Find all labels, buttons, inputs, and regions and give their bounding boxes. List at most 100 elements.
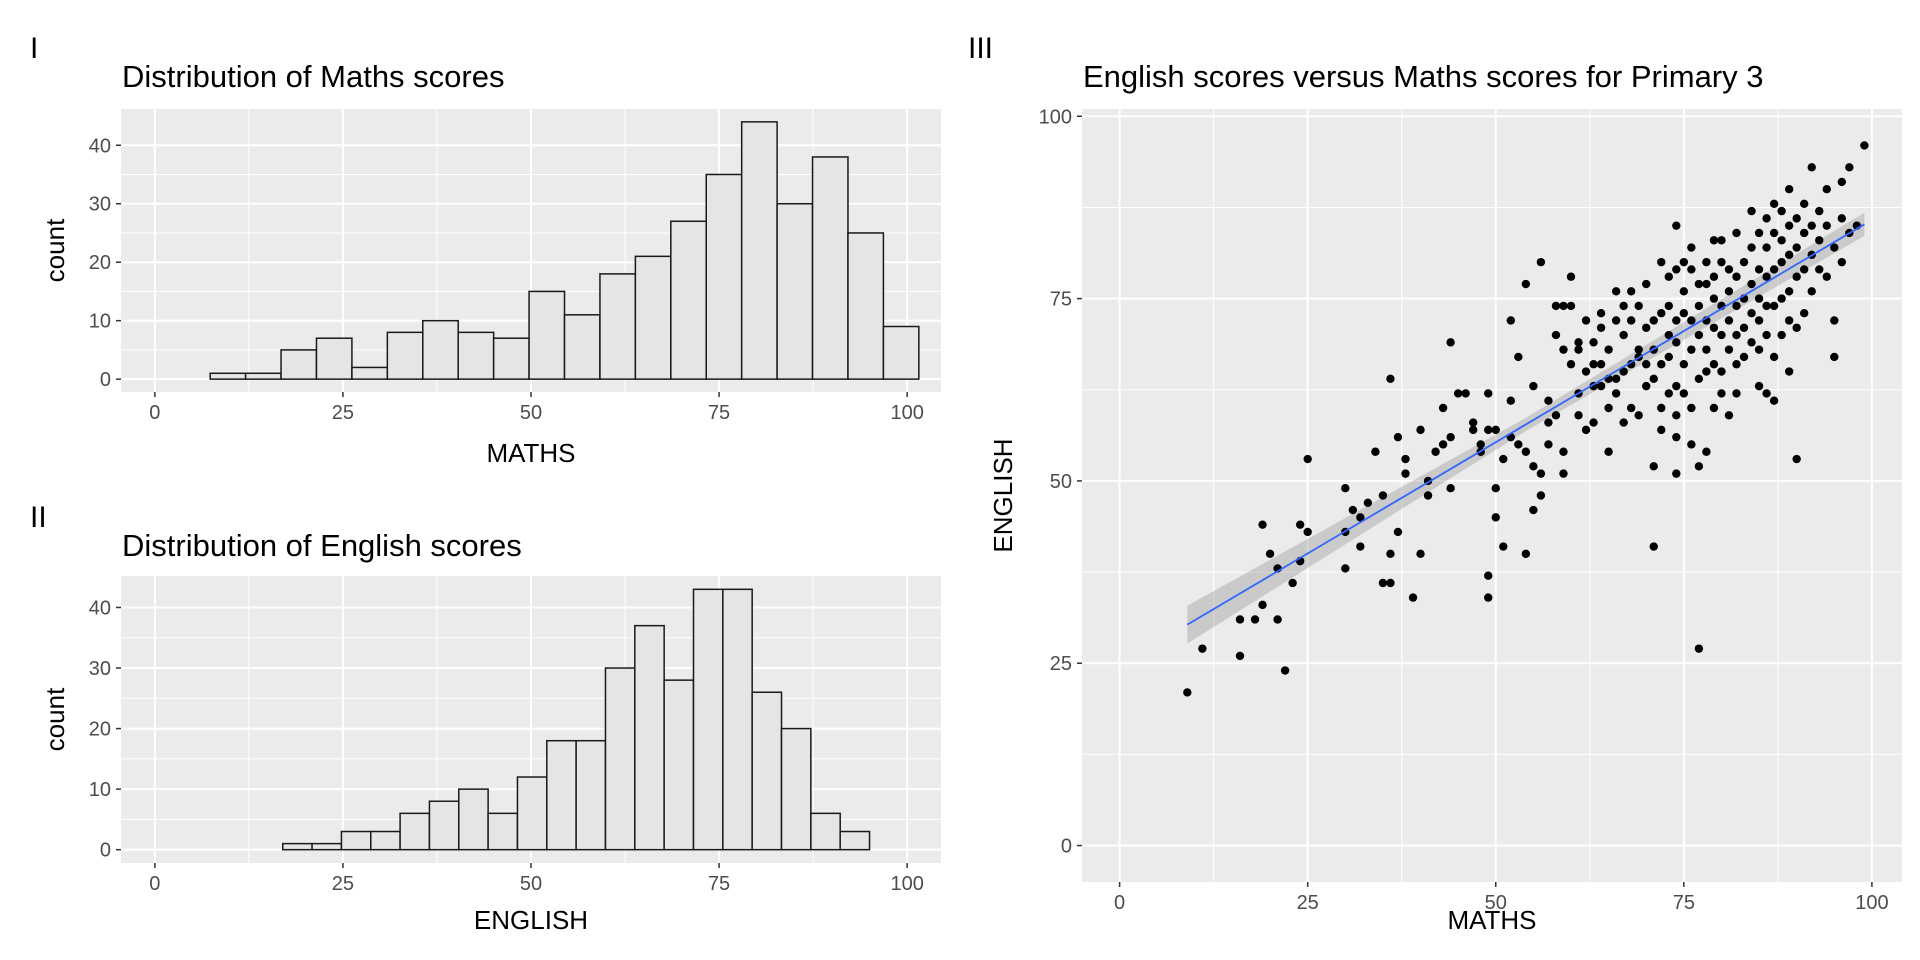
scatter-point	[1642, 323, 1651, 332]
scatter-point	[1747, 206, 1756, 216]
scatter-point	[1694, 279, 1704, 289]
scatter-point	[1717, 236, 1726, 245]
scatter-point	[1626, 403, 1636, 413]
scatter-point	[1393, 432, 1403, 442]
scatter-point	[1446, 432, 1455, 442]
scatter-point	[1792, 243, 1801, 252]
scatter-point	[1702, 279, 1711, 289]
histogram-bar	[315, 337, 353, 380]
scatter-point	[1521, 549, 1531, 559]
histogram-bar	[604, 667, 636, 851]
scatter-point	[1747, 308, 1756, 318]
scatter-point	[1754, 228, 1764, 238]
scatter-point	[1574, 411, 1583, 420]
histogram-bar	[634, 255, 672, 380]
scatter-point	[1769, 265, 1779, 274]
scatter-point	[1672, 411, 1681, 420]
scatter-point	[1446, 338, 1455, 347]
scatter-point	[1837, 214, 1847, 223]
scatter-point	[1280, 666, 1290, 675]
scatter-point	[1514, 440, 1523, 449]
scatter-point	[1235, 615, 1245, 624]
scatter-point	[1687, 316, 1696, 325]
scatter-point	[1596, 323, 1606, 332]
scatter-point	[1777, 236, 1786, 245]
scatter-point	[1709, 403, 1719, 413]
y-tick-label: 10	[89, 779, 111, 801]
scatter-point	[1649, 542, 1658, 551]
scatter-point	[1784, 316, 1794, 325]
scatter-point	[1438, 440, 1448, 449]
scatter-point	[1348, 505, 1358, 515]
scatter-point	[1303, 454, 1312, 464]
scatter-point	[1702, 257, 1711, 267]
scatter-point	[1664, 389, 1673, 398]
scatter-point	[1566, 360, 1576, 369]
scatter-point	[1416, 425, 1425, 435]
histogram-bar	[810, 812, 841, 851]
x-tick-label: 75	[708, 873, 730, 895]
scatter-point	[1536, 491, 1546, 500]
scatter-point	[1499, 542, 1508, 551]
x-tick-label: 100	[890, 873, 923, 895]
scatter-point	[1295, 520, 1305, 529]
scatter-point	[1235, 651, 1245, 661]
scatter-point	[1378, 578, 1388, 588]
y-tick-label: 40	[89, 597, 111, 619]
scatter-point	[1807, 221, 1816, 230]
y-tick-label: 0	[100, 840, 111, 862]
scatter-point	[1529, 462, 1538, 471]
scatter-point	[1672, 221, 1681, 230]
scatter-point	[1754, 294, 1764, 303]
scatter-point	[1499, 454, 1508, 464]
scatter-point	[1815, 236, 1824, 245]
scatter-point	[1551, 301, 1561, 311]
scatter-point	[1468, 425, 1478, 435]
scatter-point	[1679, 287, 1689, 296]
x-tick-label: 50	[520, 402, 542, 424]
scatter-point	[1709, 294, 1719, 303]
scatter-point	[1702, 367, 1711, 376]
scatter-point	[1604, 447, 1613, 456]
scatter-point	[1581, 316, 1591, 325]
y-tick-label: 75	[1050, 289, 1072, 311]
scatter-point	[1777, 206, 1786, 216]
histogram-bar	[740, 121, 778, 380]
scatter-point	[1408, 593, 1418, 602]
histogram-bar	[492, 337, 530, 380]
scatter-point	[1521, 279, 1531, 289]
scatter-point	[1747, 338, 1756, 347]
histogram-bar	[399, 812, 431, 851]
scatter-point	[1784, 287, 1794, 296]
scatter-point	[1423, 491, 1433, 500]
scatter-point	[1596, 360, 1606, 369]
scatter-point	[1679, 389, 1689, 398]
scatter-point	[1657, 257, 1666, 267]
histogram-bar	[386, 331, 424, 380]
scatter-point	[1438, 403, 1448, 413]
scatter-point	[1672, 338, 1681, 347]
histogram-bar	[428, 800, 460, 851]
scatter-point	[1589, 360, 1598, 369]
scatter-point	[1747, 279, 1756, 289]
scatter-point	[1664, 272, 1673, 281]
scatter-point	[1732, 330, 1741, 340]
histogram-bar	[311, 842, 343, 851]
y-tick-label: 20	[89, 719, 111, 741]
scatter-point	[1800, 199, 1809, 209]
x-tick-label: 50	[1485, 892, 1507, 914]
scatter-point	[1732, 389, 1741, 398]
plot-background	[1082, 109, 1902, 882]
scatter-point	[1378, 491, 1388, 500]
scatter-point	[1807, 287, 1816, 296]
histogram-bar	[663, 679, 695, 851]
x-tick-label: 0	[149, 402, 160, 424]
scatter-point	[1694, 330, 1704, 340]
scatter-point	[1491, 425, 1500, 435]
scatter-point	[1762, 272, 1771, 281]
scatter-point	[1724, 345, 1734, 354]
scatter-point	[1484, 425, 1493, 435]
x-tick-label: 100	[890, 402, 923, 424]
scatter-point	[1837, 177, 1847, 187]
